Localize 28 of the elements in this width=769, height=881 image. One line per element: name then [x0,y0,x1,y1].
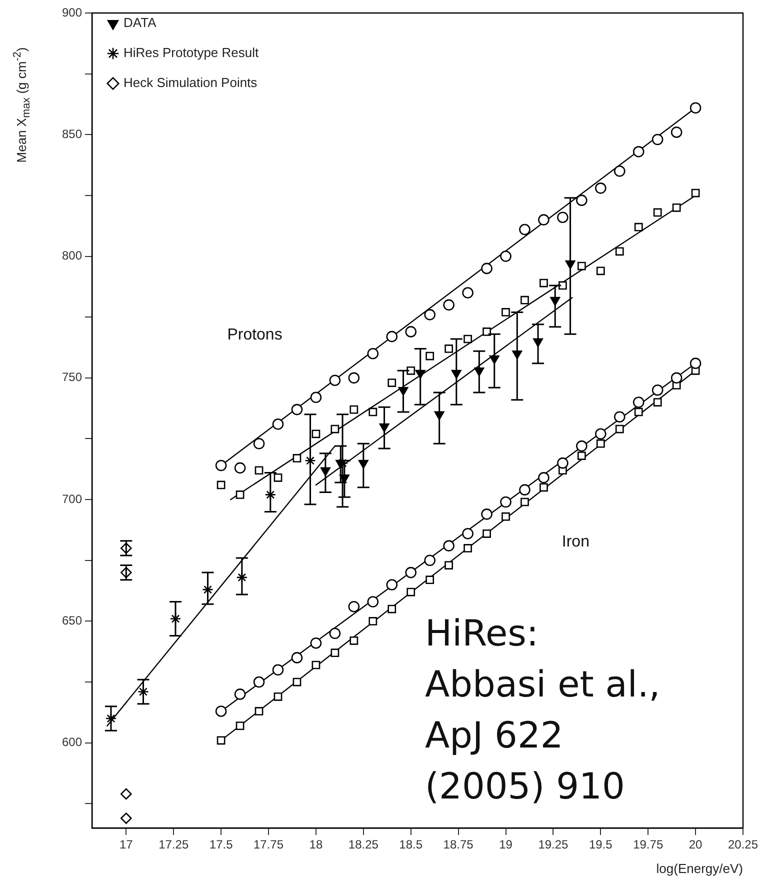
annotation: HiRes: Abbasi et al., ApJ 622 (2005) 910 [425,613,660,808]
y-tick-label: 750 [62,370,82,384]
y-tick-label: 900 [62,5,82,20]
y-tick-label: 600 [62,735,82,750]
x-tick-label: 20.25 [728,838,758,852]
y-tick-label: 700 [62,492,82,506]
x-tick-label: 17 [119,838,134,852]
legend-label: Heck Simulation Points [124,75,258,90]
annotation: Protons [227,326,282,344]
x-tick-label: 17.25 [158,838,189,852]
x-tick-label: 18.5 [399,838,423,852]
y-tick-label: 850 [62,126,82,141]
x-axis-title: log(Energy/eV) [656,860,743,876]
legend-label: HiRes Prototype Result [124,45,259,60]
x-tick-label: 19.25 [538,838,569,852]
x-tick-label: 20 [688,838,703,852]
x-tick-label: 17.5 [209,838,234,852]
x-tick-label: 19.5 [588,838,613,852]
x-tick-label: 18.25 [348,838,379,852]
legend-label: DATA [124,15,157,30]
x-tick-label: 19.75 [633,838,664,852]
annotation: Iron [562,533,590,550]
y-tick-label: 650 [62,614,82,628]
x-tick-label: 18 [309,838,323,852]
x-tick-label: 18.75 [443,838,474,852]
y-tick-label: 800 [62,248,82,263]
x-tick-label: 19 [499,838,513,852]
x-tick-label: 17.75 [253,838,284,852]
